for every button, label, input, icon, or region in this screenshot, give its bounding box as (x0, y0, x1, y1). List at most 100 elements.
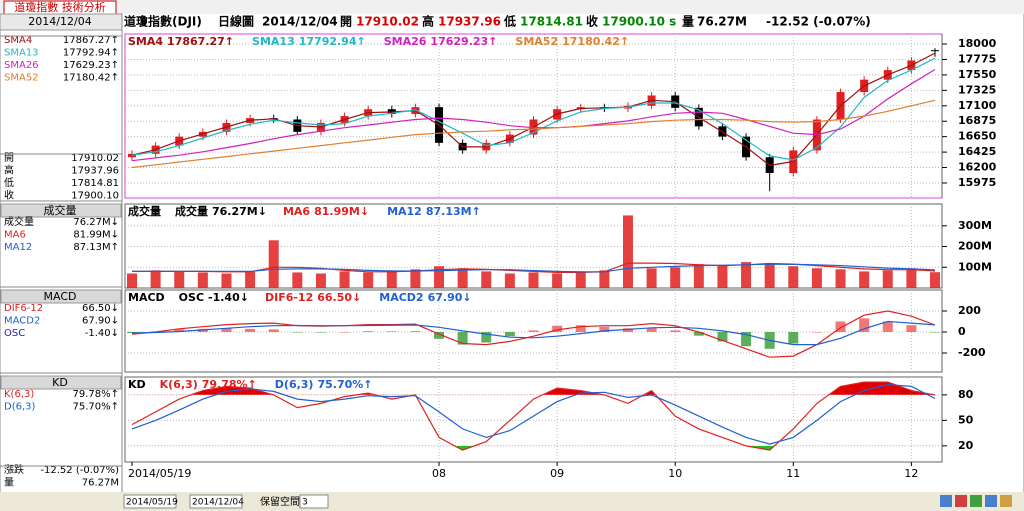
bar (670, 330, 681, 332)
x-tick-label: 08 (432, 467, 446, 480)
bar (882, 321, 893, 332)
high-label: 高 (422, 14, 434, 29)
bar (599, 326, 610, 332)
row-value: 17867.27↑ (63, 35, 119, 46)
bar (835, 321, 846, 332)
row-label: SMA52 (4, 73, 39, 84)
bar (599, 270, 610, 288)
y-tick-label: 18000 (958, 37, 997, 50)
row-value: -12.52 (-0.07%) (40, 465, 119, 476)
tool-button[interactable] (985, 495, 997, 507)
y-tick-label: 16200 (958, 161, 997, 174)
row-value: 17180.42↑ (63, 73, 119, 84)
row-label: 漲跌 (4, 463, 24, 476)
bottom-bar (0, 492, 1024, 511)
bar (930, 331, 940, 333)
bar (150, 270, 161, 288)
row-label: 成交量 (4, 215, 34, 228)
row-value: 66.50↓ (82, 303, 119, 314)
candle-body (931, 50, 939, 52)
bar (764, 263, 775, 288)
bar (930, 272, 940, 288)
bar (363, 272, 374, 288)
bar (434, 266, 445, 288)
from-input[interactable] (123, 494, 177, 509)
group-title: MACD (44, 290, 77, 303)
bar (386, 270, 397, 288)
legend-text: 17792.94↑ (299, 35, 366, 48)
reserve-label: 保留空間 (260, 495, 300, 508)
row-label: MA6 (4, 230, 26, 241)
legend-text: SMA52 (515, 35, 558, 48)
low: 17814.81 (520, 15, 583, 29)
y-tick-label: 200 (958, 304, 981, 317)
row-label: D(6,3) (4, 402, 36, 413)
bar (622, 328, 633, 332)
bar (504, 273, 515, 288)
bar (741, 331, 752, 347)
bar (292, 272, 303, 288)
row-value: 17937.96 (71, 166, 119, 177)
y-tick-label: 16875 (958, 114, 996, 127)
bar (268, 240, 279, 288)
y-tick-label: 16650 (958, 130, 997, 143)
row-value: 76.27M (82, 478, 119, 489)
bar (693, 331, 704, 336)
reserve-input[interactable] (299, 494, 329, 509)
y-tick-label: -200 (958, 346, 986, 359)
candle-body (128, 153, 136, 158)
bar (646, 268, 657, 288)
row-value: 67.90↓ (82, 316, 119, 327)
close: 17900.10 s (602, 15, 676, 29)
bar (127, 273, 137, 288)
x-tick-label: 2014/05/19 (128, 467, 191, 480)
bar (741, 262, 752, 288)
series-line (131, 57, 936, 161)
row-value: 17900.10 (71, 191, 119, 202)
y-tick-label: 17100 (958, 99, 997, 112)
row-label: 開 (4, 152, 14, 164)
y-tick-label: 17325 (958, 83, 996, 96)
bar (552, 325, 563, 332)
bar (434, 331, 445, 339)
legend-text: K(6,3) (160, 378, 198, 391)
from-date[interactable]: 2014/05/19 (126, 498, 178, 508)
tool-button[interactable] (1000, 495, 1012, 507)
bar (788, 331, 799, 344)
y-tick-label: 17550 (958, 68, 997, 81)
y-tick-label: 17775 (958, 52, 996, 65)
tool-button[interactable] (940, 495, 952, 507)
bar (363, 331, 374, 332)
bar (906, 268, 917, 288)
tool-button[interactable] (955, 495, 967, 507)
date: 2014/12/04 (262, 15, 338, 29)
legend-text: 79.78%↑ (202, 378, 257, 391)
bar (622, 215, 633, 288)
tool-button[interactable] (970, 495, 982, 507)
header-row: 道瓊指數(DJI) 日線圖 2014/12/04 開 17910.02 高 17… (124, 14, 871, 29)
symbol: 道瓊指數(DJI) (124, 14, 202, 29)
row-value: 81.99M↓ (73, 230, 119, 241)
bar (174, 329, 185, 332)
bar (292, 331, 303, 333)
bar (339, 331, 350, 333)
group-title-bar (0, 375, 122, 390)
bar (575, 325, 586, 332)
to-input[interactable] (189, 494, 243, 509)
bar (386, 331, 397, 332)
bar (410, 269, 421, 288)
bar (670, 267, 681, 288)
bar (811, 268, 822, 288)
legend-text: SMA4 (128, 35, 163, 48)
y-tick-label: 16425 (958, 145, 996, 158)
row-label: 低 (4, 176, 14, 189)
bar (646, 327, 657, 332)
group-title-bar (0, 289, 122, 304)
tab-label[interactable]: 道瓊指數 技術分析 (14, 0, 106, 14)
group-title-bar (0, 203, 122, 218)
reserve-value[interactable]: 3 (302, 498, 308, 508)
to-date[interactable]: 2014/12/04 (192, 498, 244, 508)
bar (481, 331, 492, 343)
row-value: 17792.94↑ (63, 48, 119, 59)
